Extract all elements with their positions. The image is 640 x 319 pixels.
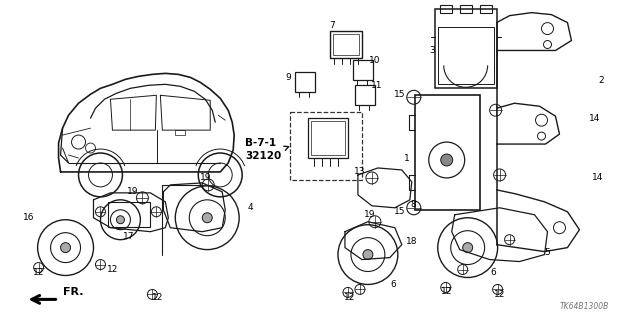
Text: 7: 7 [329, 21, 335, 30]
Bar [108, 202, 150, 227]
Circle shape [202, 213, 212, 223]
Text: 13: 13 [354, 167, 365, 176]
Text: 12: 12 [152, 293, 163, 302]
Text: B-7-1: B-7-1 [245, 138, 276, 148]
Text: 19: 19 [127, 187, 138, 197]
Circle shape [441, 154, 452, 166]
Bar [435, 9, 497, 88]
Text: 17: 17 [123, 232, 134, 241]
Circle shape [116, 216, 124, 224]
Text: 16: 16 [23, 213, 35, 222]
Text: 14: 14 [592, 174, 603, 182]
Bar [311, 121, 345, 155]
Bar [175, 130, 186, 135]
Text: 15: 15 [394, 90, 406, 99]
Circle shape [363, 249, 373, 260]
Bar [479, 5, 492, 13]
Bar [355, 85, 375, 105]
Text: 4: 4 [247, 203, 253, 212]
Bar [440, 5, 452, 13]
Text: 12: 12 [33, 268, 44, 277]
Text: FR.: FR. [63, 287, 83, 297]
Bar [460, 5, 472, 13]
Text: 2: 2 [598, 76, 604, 85]
Text: 6: 6 [491, 268, 497, 277]
Bar [415, 95, 479, 210]
Text: 12: 12 [441, 287, 452, 296]
Circle shape [463, 243, 473, 253]
Text: 10: 10 [369, 56, 381, 65]
Text: 12: 12 [107, 265, 118, 274]
Text: 9: 9 [285, 73, 291, 82]
Bar [290, 112, 362, 180]
Text: TK64B1300B: TK64B1300B [560, 302, 609, 311]
Text: 6: 6 [390, 280, 396, 289]
Bar [330, 31, 362, 58]
Text: 12: 12 [344, 293, 356, 302]
Text: 8: 8 [410, 200, 415, 209]
Bar [308, 118, 348, 158]
Text: 15: 15 [394, 207, 406, 216]
Text: 18: 18 [406, 237, 417, 246]
Bar [438, 26, 493, 84]
Bar [333, 33, 359, 56]
Text: 19: 19 [200, 174, 211, 182]
Text: 11: 11 [371, 81, 383, 90]
Text: 12: 12 [494, 290, 506, 299]
Text: 1: 1 [404, 153, 410, 162]
Bar [295, 72, 315, 92]
Bar [353, 60, 373, 80]
Text: 14: 14 [589, 114, 600, 123]
Text: 3: 3 [429, 46, 435, 55]
Text: 5: 5 [545, 248, 550, 257]
Text: 19: 19 [364, 210, 376, 219]
Text: 32120: 32120 [245, 151, 282, 161]
Circle shape [61, 243, 70, 253]
